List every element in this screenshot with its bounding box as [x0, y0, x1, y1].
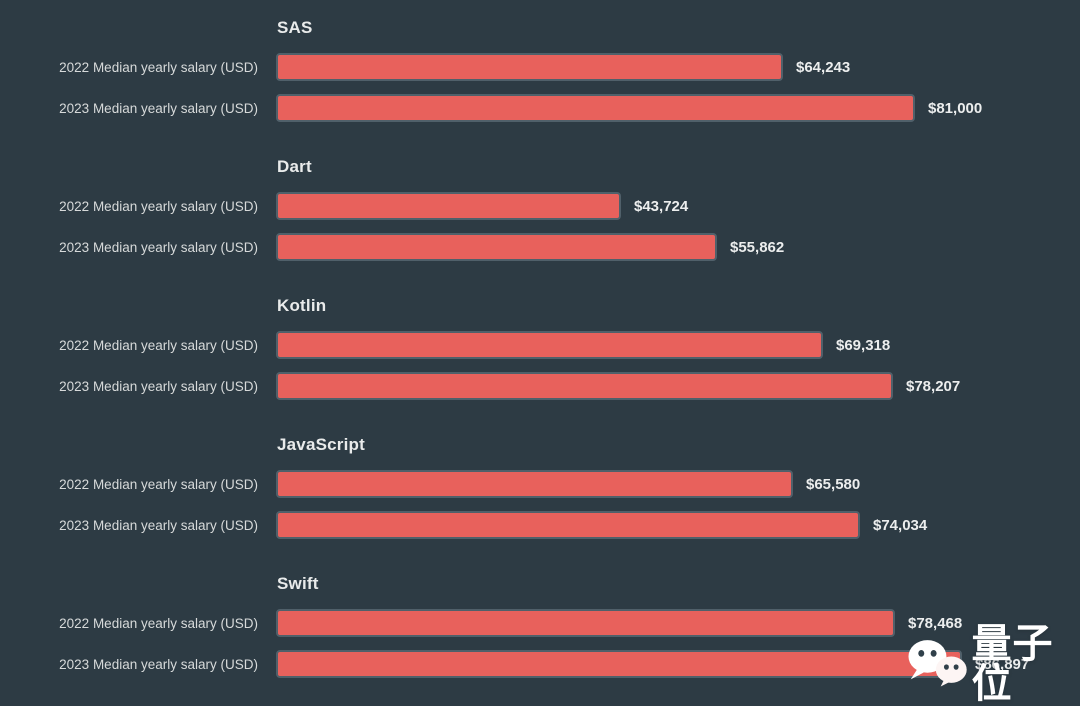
salary-bar [276, 233, 717, 261]
bar-value-label: $78,468 [908, 614, 963, 632]
bar-value-label: $65,580 [806, 475, 861, 493]
salary-bar [276, 94, 915, 122]
salary-bar [276, 609, 895, 637]
bar-value-label: $78,207 [906, 377, 961, 395]
bar-row: 2023 Median yearly salary (USD) $74,034 [0, 511, 1080, 539]
chart-group: SAS 2022 Median yearly salary (USD) $64,24… [0, 16, 1080, 122]
salary-bar [276, 511, 860, 539]
bar-row: 2023 Median yearly salary (USD) $78,207 [0, 372, 1080, 400]
bar-value-label: $43,724 [634, 197, 689, 215]
row-label: 2023 Median yearly salary (USD) [59, 378, 258, 394]
row-label: 2022 Median yearly salary (USD) [59, 59, 258, 75]
bar-value-label: $64,243 [796, 58, 851, 76]
group-title: Swift [277, 574, 319, 593]
bar-row: 2023 Median yearly salary (USD) $55,862 [0, 233, 1080, 261]
chart-group: Kotlin 2022 Median yearly salary (USD) $69… [0, 294, 1080, 400]
chart-group: Dart 2022 Median yearly salary (USD) $43,7… [0, 155, 1080, 261]
bar-value-label: $55,862 [730, 238, 785, 256]
bar-row: 2022 Median yearly salary (USD) $65,580 [0, 470, 1080, 498]
row-label: 2022 Median yearly salary (USD) [59, 476, 258, 492]
bar-row: 2022 Median yearly salary (USD) $69,318 [0, 331, 1080, 359]
row-label: 2022 Median yearly salary (USD) [59, 337, 258, 353]
salary-bar [276, 372, 893, 400]
bar-value-label: $69,318 [836, 336, 891, 354]
group-title: JavaScript [277, 435, 365, 454]
bar-value-label: $74,034 [873, 516, 928, 534]
row-label: 2023 Median yearly salary (USD) [59, 100, 258, 116]
bar-row: 2022 Median yearly salary (USD) $64,243 [0, 53, 1080, 81]
salary-bar [276, 650, 962, 678]
row-label: 2022 Median yearly salary (USD) [59, 615, 258, 631]
salary-bar-chart: SAS 2022 Median yearly salary (USD) $64,24… [0, 16, 1080, 678]
row-label: 2023 Median yearly salary (USD) [59, 239, 258, 255]
bar-row: 2023 Median yearly salary (USD) $81,000 [0, 94, 1080, 122]
salary-bar [276, 192, 621, 220]
bar-row: 2022 Median yearly salary (USD) $78,468 [0, 609, 1080, 637]
bar-row: 2022 Median yearly salary (USD) $43,724 [0, 192, 1080, 220]
chart-group: JavaScript 2022 Median yearly salary (USD… [0, 433, 1080, 539]
bar-row: 2023 Median yearly salary (USD) $86,897 [0, 650, 1080, 678]
bar-value-label: $86,897 [975, 655, 1030, 673]
chart-group: Swift 2022 Median yearly salary (USD) $78,… [0, 572, 1080, 678]
bar-value-label: $81,000 [928, 99, 983, 117]
salary-bar [276, 470, 793, 498]
row-label: 2023 Median yearly salary (USD) [59, 517, 258, 533]
group-title: Kotlin [277, 296, 327, 315]
group-title: SAS [277, 18, 313, 37]
salary-bar [276, 331, 823, 359]
row-label: 2022 Median yearly salary (USD) [59, 198, 258, 214]
salary-bar [276, 53, 783, 81]
group-title: Dart [277, 157, 312, 176]
row-label: 2023 Median yearly salary (USD) [59, 656, 258, 672]
